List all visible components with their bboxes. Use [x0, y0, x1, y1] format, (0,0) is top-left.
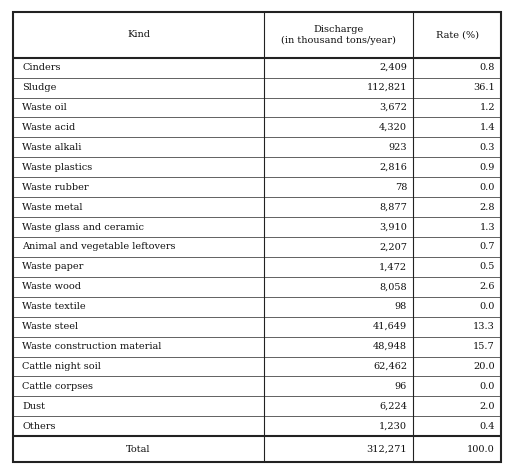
Text: 98: 98	[395, 302, 407, 311]
Text: 0.8: 0.8	[480, 63, 495, 72]
Text: 2.6: 2.6	[480, 283, 495, 292]
Text: 8,877: 8,877	[379, 202, 407, 211]
Text: Waste alkali: Waste alkali	[22, 143, 82, 152]
Text: Waste metal: Waste metal	[22, 202, 83, 211]
Text: Cattle corpses: Cattle corpses	[22, 382, 93, 391]
Text: 0.0: 0.0	[480, 182, 495, 191]
Text: 0.3: 0.3	[480, 143, 495, 152]
Text: 3,910: 3,910	[379, 222, 407, 231]
Text: 0.7: 0.7	[480, 243, 495, 252]
Text: 0.0: 0.0	[480, 382, 495, 391]
Text: 13.3: 13.3	[473, 322, 495, 331]
Text: Waste textile: Waste textile	[22, 302, 86, 311]
Text: Waste glass and ceramic: Waste glass and ceramic	[22, 222, 144, 231]
Text: 0.4: 0.4	[480, 422, 495, 431]
Text: Total: Total	[126, 445, 151, 454]
Text: Waste acid: Waste acid	[22, 123, 76, 132]
Text: 2,207: 2,207	[379, 243, 407, 252]
Text: Waste oil: Waste oil	[22, 103, 67, 112]
Text: 4,320: 4,320	[379, 123, 407, 132]
Text: 312,271: 312,271	[366, 445, 407, 454]
Text: 78: 78	[395, 182, 407, 191]
Text: 2,816: 2,816	[379, 163, 407, 172]
Text: 2.8: 2.8	[480, 202, 495, 211]
Text: Waste plastics: Waste plastics	[22, 163, 93, 172]
Text: 112,821: 112,821	[366, 83, 407, 92]
Text: 48,948: 48,948	[373, 342, 407, 351]
Text: 1,230: 1,230	[379, 422, 407, 431]
Text: Kind: Kind	[127, 30, 150, 39]
Text: 2,409: 2,409	[379, 63, 407, 72]
Text: Cattle night soil: Cattle night soil	[22, 362, 101, 371]
Text: Discharge
(in thousand tons/year): Discharge (in thousand tons/year)	[281, 25, 396, 45]
Text: Waste steel: Waste steel	[22, 322, 78, 331]
Text: 8,058: 8,058	[379, 283, 407, 292]
Text: 20.0: 20.0	[473, 362, 495, 371]
Text: Cinders: Cinders	[22, 63, 61, 72]
Text: 36.1: 36.1	[473, 83, 495, 92]
Text: 6,224: 6,224	[379, 402, 407, 411]
Text: 0.9: 0.9	[480, 163, 495, 172]
Text: 100.0: 100.0	[467, 445, 495, 454]
Text: 3,672: 3,672	[379, 103, 407, 112]
Text: 15.7: 15.7	[473, 342, 495, 351]
Text: Dust: Dust	[22, 402, 45, 411]
Text: Sludge: Sludge	[22, 83, 57, 92]
Text: 1.2: 1.2	[480, 103, 495, 112]
Text: 41,649: 41,649	[373, 322, 407, 331]
Text: Animal and vegetable leftovers: Animal and vegetable leftovers	[22, 243, 176, 252]
Text: Waste construction material: Waste construction material	[22, 342, 161, 351]
Text: 96: 96	[395, 382, 407, 391]
Text: 1.3: 1.3	[480, 222, 495, 231]
Text: 62,462: 62,462	[373, 362, 407, 371]
Text: Waste rubber: Waste rubber	[22, 182, 89, 191]
Text: 2.0: 2.0	[480, 402, 495, 411]
Text: Others: Others	[22, 422, 56, 431]
Text: 1,472: 1,472	[379, 263, 407, 272]
Text: 923: 923	[389, 143, 407, 152]
Text: 0.0: 0.0	[480, 302, 495, 311]
Text: 1.4: 1.4	[480, 123, 495, 132]
Text: Waste wood: Waste wood	[22, 283, 81, 292]
Text: 0.5: 0.5	[480, 263, 495, 272]
Text: Waste paper: Waste paper	[22, 263, 83, 272]
Text: Rate (%): Rate (%)	[436, 30, 479, 39]
